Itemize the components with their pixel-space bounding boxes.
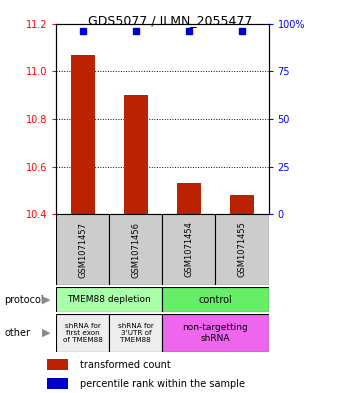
Bar — [163, 287, 269, 312]
Bar — [47, 378, 68, 389]
Text: GSM1071455: GSM1071455 — [238, 222, 246, 277]
Text: other: other — [4, 328, 30, 338]
Bar — [56, 314, 109, 352]
Bar — [177, 183, 201, 214]
Text: non-targetting
shRNA: non-targetting shRNA — [183, 323, 248, 343]
Text: percentile rank within the sample: percentile rank within the sample — [80, 378, 245, 389]
Text: shRNA for
first exon
of TMEM88: shRNA for first exon of TMEM88 — [63, 323, 103, 343]
Bar — [163, 214, 216, 285]
Bar — [47, 359, 68, 370]
Bar — [230, 195, 254, 214]
Bar — [56, 287, 163, 312]
Bar — [163, 314, 269, 352]
Text: GSM1071456: GSM1071456 — [131, 222, 140, 277]
Bar — [56, 214, 109, 285]
Text: protocol: protocol — [4, 295, 44, 305]
Text: TMEM88 depletion: TMEM88 depletion — [67, 295, 151, 304]
Text: shRNA for
3'UTR of
TMEM88: shRNA for 3'UTR of TMEM88 — [118, 323, 154, 343]
Bar — [216, 214, 269, 285]
Bar — [109, 214, 163, 285]
Text: ▶: ▶ — [42, 295, 50, 305]
Text: control: control — [199, 295, 232, 305]
Bar — [71, 55, 95, 214]
Text: ▶: ▶ — [42, 328, 50, 338]
Text: GDS5077 / ILMN_2055477: GDS5077 / ILMN_2055477 — [88, 14, 252, 27]
Bar — [124, 95, 148, 214]
Bar — [109, 314, 163, 352]
Text: GSM1071454: GSM1071454 — [184, 222, 193, 277]
Text: transformed count: transformed count — [80, 360, 170, 370]
Text: GSM1071457: GSM1071457 — [78, 222, 87, 277]
